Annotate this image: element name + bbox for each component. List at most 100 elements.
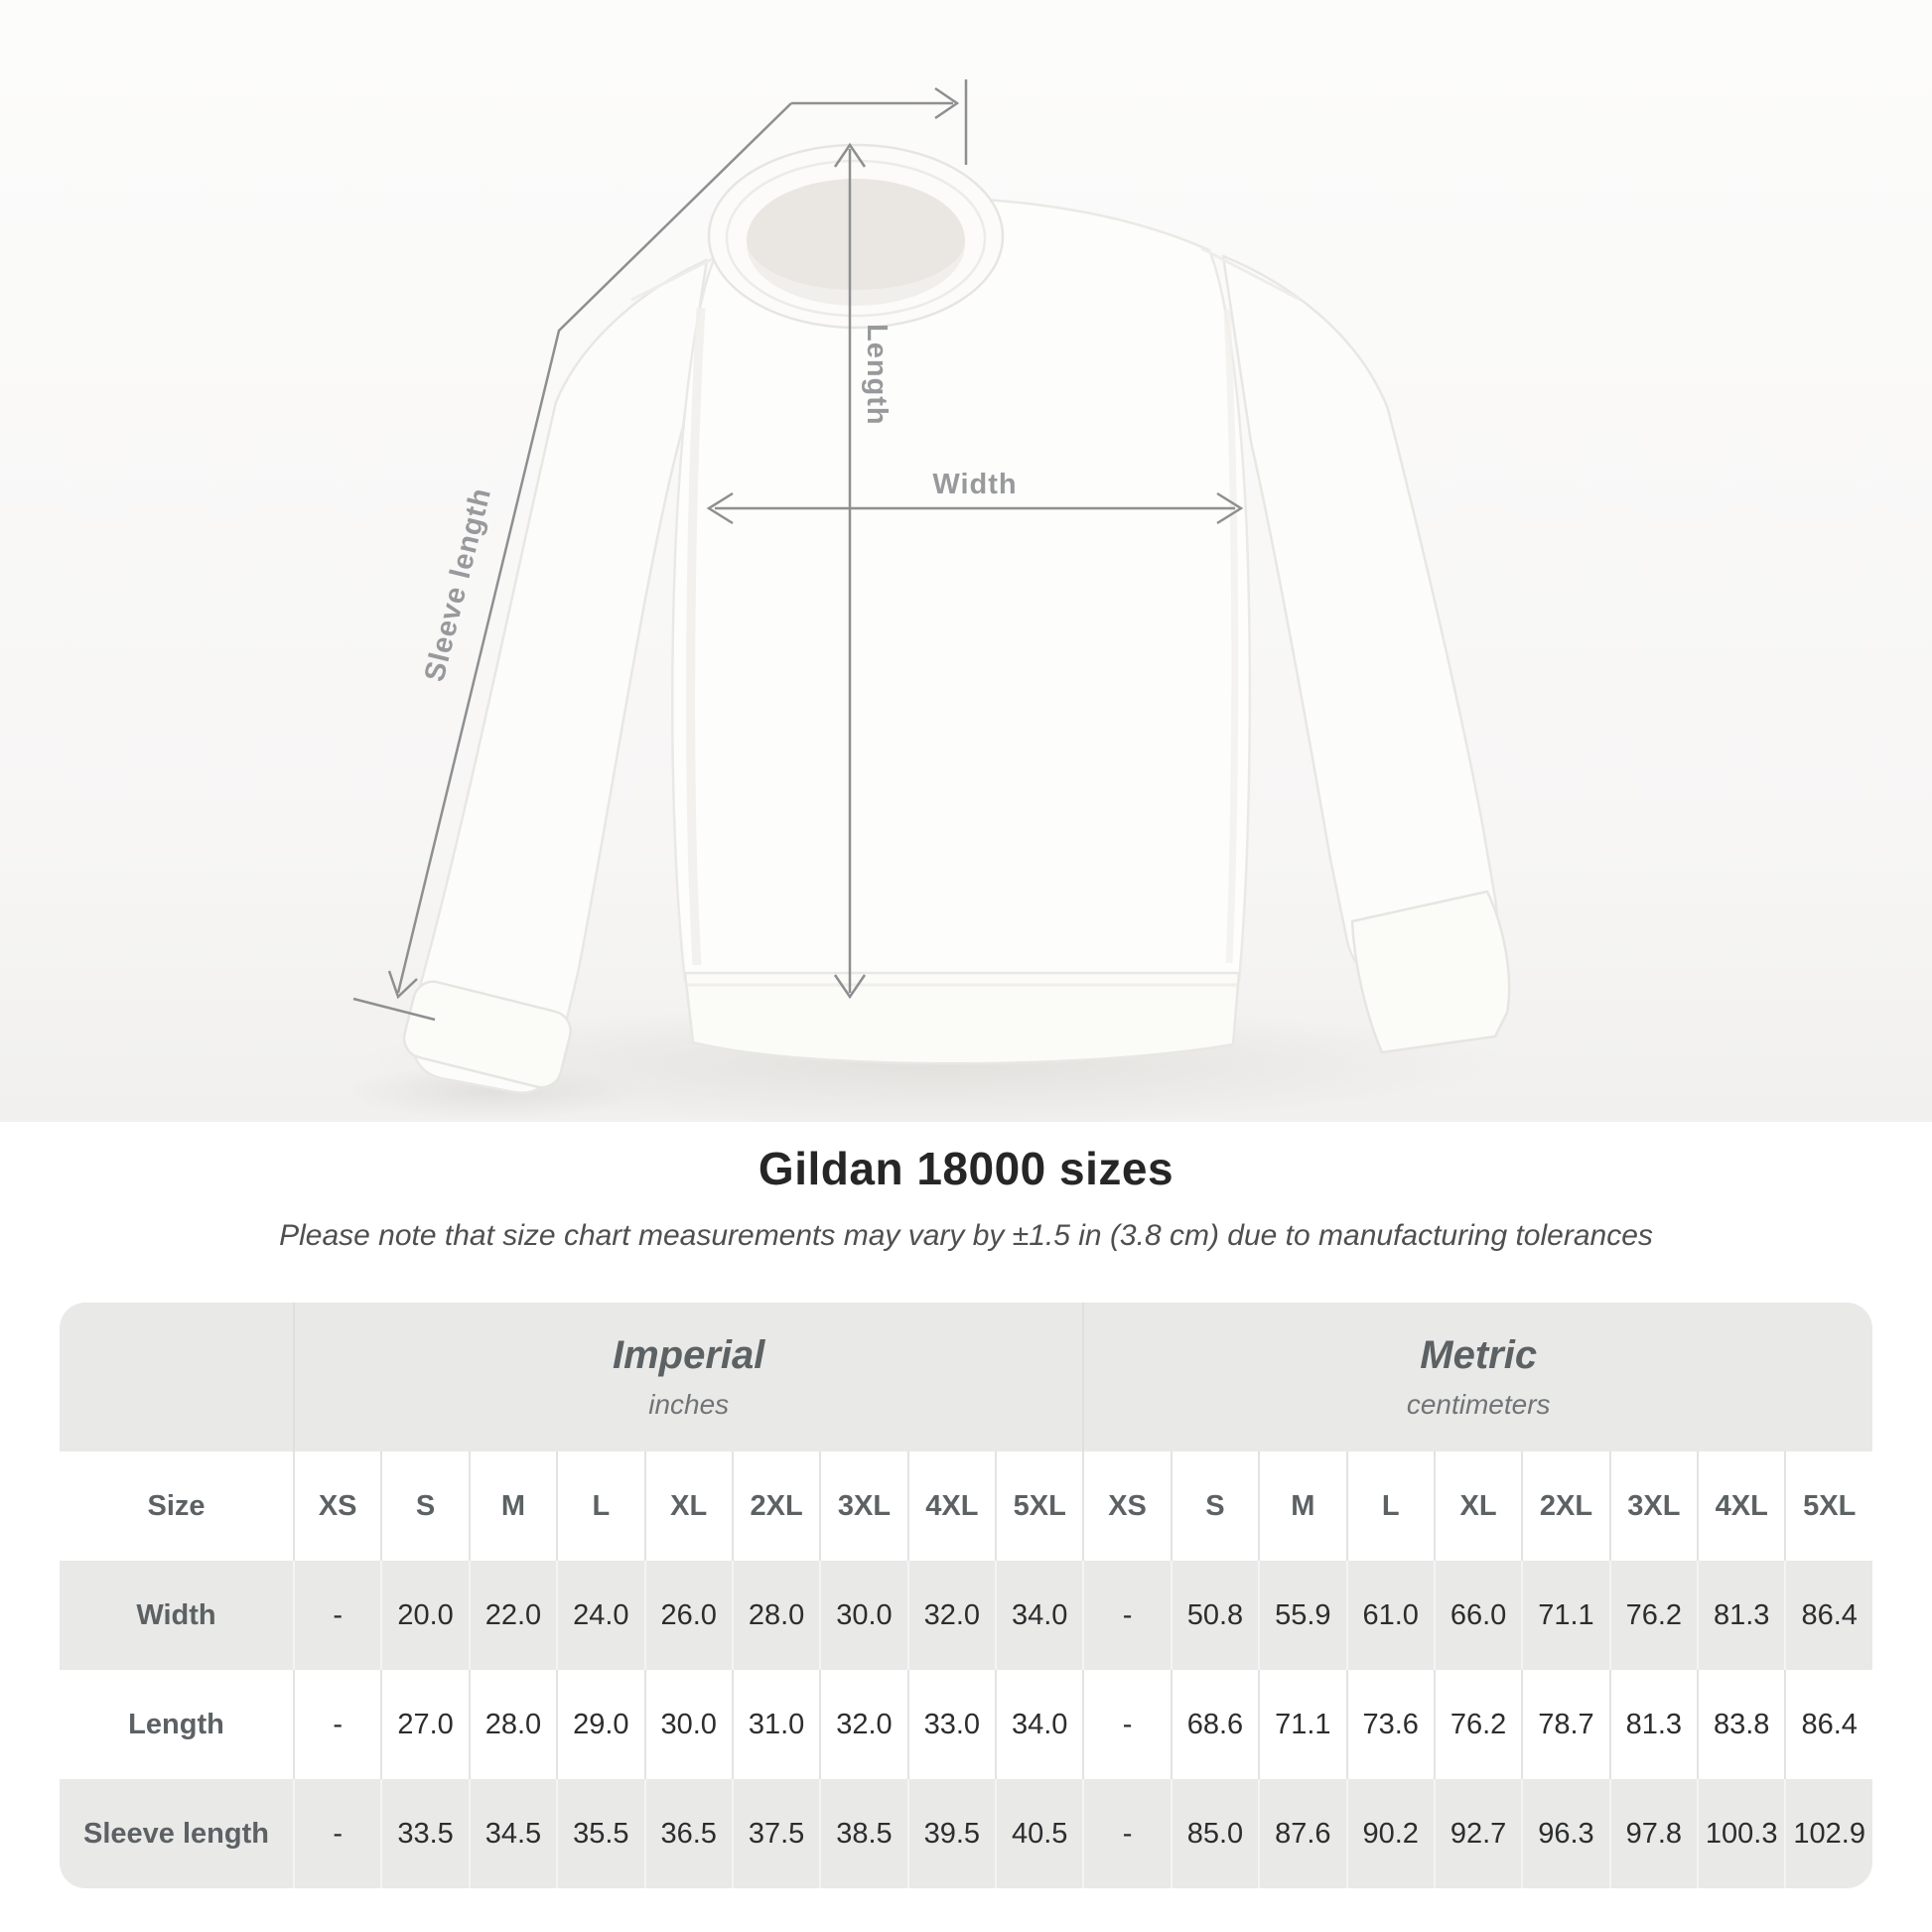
table-row-length: Length - 27.0 28.0 29.0 30.0 31.0 32.0 3… bbox=[60, 1670, 1872, 1779]
table-cell: 35.5 bbox=[556, 1779, 644, 1888]
table-cell: - bbox=[293, 1670, 381, 1779]
table-cell: 85.0 bbox=[1170, 1779, 1259, 1888]
table-cell: 78.7 bbox=[1521, 1670, 1609, 1779]
collar-inner-back bbox=[747, 179, 965, 290]
size-header-cell: XL bbox=[643, 1451, 732, 1561]
table-cell: 36.5 bbox=[643, 1779, 732, 1888]
metric-section-header: Metric centimeters bbox=[1082, 1303, 1872, 1451]
size-header-cell: 3XL bbox=[1608, 1451, 1697, 1561]
table-cell: 31.0 bbox=[731, 1670, 820, 1779]
sleeve-end-tick bbox=[352, 997, 436, 1022]
imperial-label: Imperial bbox=[612, 1333, 765, 1377]
table-cell: 66.0 bbox=[1433, 1561, 1522, 1670]
fabric-crease bbox=[686, 307, 706, 966]
size-header-cell: S bbox=[1170, 1451, 1259, 1561]
table-cell: 71.1 bbox=[1258, 1670, 1346, 1779]
cuff-shadow bbox=[343, 1064, 640, 1120]
table-cell: 102.9 bbox=[1784, 1779, 1872, 1888]
row-label: Length bbox=[60, 1670, 293, 1779]
table-cell: 30.0 bbox=[643, 1670, 732, 1779]
size-header-cell: 5XL bbox=[995, 1451, 1083, 1561]
table-cell: 33.0 bbox=[906, 1670, 995, 1779]
table-cell: 28.0 bbox=[731, 1561, 820, 1670]
table-cell: 81.3 bbox=[1697, 1561, 1785, 1670]
table-cell: 27.0 bbox=[380, 1670, 469, 1779]
table-cell: 61.0 bbox=[1345, 1561, 1434, 1670]
table-cell: 96.3 bbox=[1521, 1779, 1609, 1888]
table-cell: 87.6 bbox=[1258, 1779, 1346, 1888]
sweatshirt bbox=[402, 143, 1511, 1094]
row-label: Sleeve length bbox=[60, 1779, 293, 1888]
arrow-down-icon bbox=[833, 974, 867, 1000]
row-label: Width bbox=[60, 1561, 293, 1670]
table-cell: 100.3 bbox=[1697, 1779, 1785, 1888]
table-cell: 33.5 bbox=[380, 1779, 469, 1888]
size-table: Imperial inches Metric centimeters Size … bbox=[60, 1303, 1872, 1888]
imperial-unit: inches bbox=[648, 1389, 730, 1420]
table-cell: 86.4 bbox=[1784, 1670, 1872, 1779]
table-cell: 34.5 bbox=[468, 1779, 557, 1888]
sweatshirt-right-cuff bbox=[1350, 890, 1511, 1054]
table-row-sleeve-length: Sleeve length - 33.5 34.5 35.5 36.5 37.5… bbox=[60, 1779, 1872, 1888]
metric-unit: centimeters bbox=[1406, 1389, 1551, 1420]
table-cell: 37.5 bbox=[731, 1779, 820, 1888]
sweatshirt-collar-seam bbox=[725, 159, 987, 318]
table-cell: - bbox=[293, 1779, 381, 1888]
table-cell: 22.0 bbox=[468, 1561, 557, 1670]
unit-section-row: Imperial inches Metric centimeters bbox=[60, 1303, 1872, 1451]
table-cell: - bbox=[1082, 1670, 1171, 1779]
table-cell: 90.2 bbox=[1345, 1779, 1434, 1888]
arrow-right-icon bbox=[1216, 491, 1244, 525]
table-cell: 32.0 bbox=[819, 1670, 907, 1779]
size-header-cell: M bbox=[1258, 1451, 1346, 1561]
size-header-cell: XS bbox=[1082, 1451, 1171, 1561]
table-cell: 73.6 bbox=[1345, 1670, 1434, 1779]
table-cell: 86.4 bbox=[1784, 1561, 1872, 1670]
table-cell: 68.6 bbox=[1170, 1670, 1259, 1779]
fabric-crease bbox=[1223, 309, 1239, 964]
size-header-row: Size XS S M L XL 2XL 3XL 4XL 5XL XS S M … bbox=[60, 1451, 1872, 1561]
size-header-cell: 4XL bbox=[1697, 1451, 1785, 1561]
size-header-cell: 3XL bbox=[819, 1451, 907, 1561]
size-header-cell: 5XL bbox=[1784, 1451, 1872, 1561]
table-cell: 40.5 bbox=[995, 1779, 1083, 1888]
table-cell: 20.0 bbox=[380, 1561, 469, 1670]
table-cell: 30.0 bbox=[819, 1561, 907, 1670]
tolerance-note: Please note that size chart measurements… bbox=[279, 1219, 1653, 1252]
measurement-lines bbox=[352, 79, 1244, 1022]
table-cell: 71.1 bbox=[1521, 1561, 1609, 1670]
width-label: Width bbox=[932, 469, 1017, 500]
table-cell: 97.8 bbox=[1608, 1779, 1697, 1888]
table-cell: 76.2 bbox=[1608, 1561, 1697, 1670]
table-row-width: Width - 20.0 22.0 24.0 26.0 28.0 30.0 32… bbox=[60, 1561, 1872, 1670]
page-title: Gildan 18000 sizes bbox=[758, 1143, 1174, 1194]
size-header-cell: L bbox=[1345, 1451, 1434, 1561]
imperial-section-header: Imperial inches bbox=[293, 1303, 1083, 1451]
size-header-cell: 2XL bbox=[731, 1451, 820, 1561]
size-header-cell: M bbox=[468, 1451, 557, 1561]
table-cell: 39.5 bbox=[906, 1779, 995, 1888]
table-cell: 34.0 bbox=[995, 1561, 1083, 1670]
table-cell: - bbox=[1082, 1779, 1171, 1888]
sleeve-measure-line bbox=[396, 102, 792, 994]
table-cell: 24.0 bbox=[556, 1561, 644, 1670]
table-cell: 83.8 bbox=[1697, 1670, 1785, 1779]
table-cell: 28.0 bbox=[468, 1670, 557, 1779]
table-cell: 92.7 bbox=[1433, 1779, 1522, 1888]
length-label: Length bbox=[861, 324, 893, 426]
size-header-cell: L bbox=[556, 1451, 644, 1561]
table-cell: 55.9 bbox=[1258, 1561, 1346, 1670]
arrow-up-icon bbox=[833, 142, 867, 168]
arrow-down-left-icon bbox=[387, 970, 418, 1000]
arrow-left-icon bbox=[706, 491, 734, 525]
sweatshirt-left-cuff bbox=[402, 980, 572, 1089]
table-cell: 32.0 bbox=[906, 1561, 995, 1670]
size-header-cell: XL bbox=[1433, 1451, 1522, 1561]
arrow-right-icon bbox=[934, 86, 960, 120]
table-cell: 34.0 bbox=[995, 1670, 1083, 1779]
size-header-cell: S bbox=[380, 1451, 469, 1561]
table-cell: 50.8 bbox=[1170, 1561, 1259, 1670]
table-cell: 38.5 bbox=[819, 1779, 907, 1888]
table-cell: - bbox=[1082, 1561, 1171, 1670]
